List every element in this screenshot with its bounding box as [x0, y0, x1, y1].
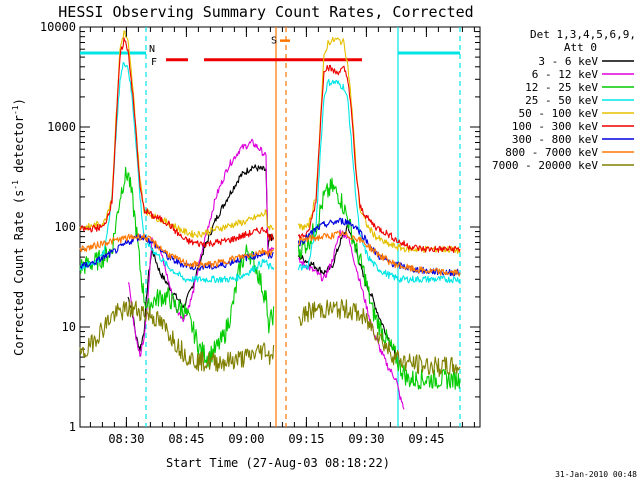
legend-entry-label: 7000 - 20000 keV: [492, 159, 598, 172]
x-axis: 08:30 08:45 09:00 09:15 09:30 09:45: [89, 27, 475, 446]
y-axis-label-main: Corrected Count Rate (s: [12, 190, 26, 356]
y-tick-label: 10: [62, 320, 76, 334]
y-tick-label: 1000: [47, 120, 76, 134]
legend-entry-label: 300 - 800 keV: [512, 133, 598, 146]
chart-title: HESSI Observing Summary Count Rates, Cor…: [58, 3, 473, 21]
y-axis-label-mid: detector: [12, 115, 26, 180]
y-axis-label-sup2: -1: [11, 105, 20, 115]
series-line: [79, 37, 461, 254]
legend-entry-label: 12 - 25 keV: [525, 81, 598, 94]
x-tick-label: 09:30: [348, 432, 384, 446]
status-markers: NF S: [80, 27, 461, 427]
y-tick-label: 100: [54, 220, 76, 234]
flag-label: F: [151, 57, 157, 68]
x-axis-label: Start Time (27-Aug-03 08:18:22): [166, 456, 390, 470]
legend-entry-label: 25 - 50 keV: [525, 94, 598, 107]
legend-entry-label: 6 - 12 keV: [532, 68, 599, 81]
y-axis: 1 10 100 1000 10000: [40, 20, 480, 434]
plot-frame: [79, 26, 481, 428]
x-tick-label: 09:15: [288, 432, 324, 446]
x-tick-label: 09:00: [228, 432, 264, 446]
legend-entry-label: 50 - 100 keV: [519, 107, 599, 120]
night-label: N: [149, 44, 155, 55]
series-group: [79, 30, 461, 410]
x-tick-label: 09:45: [408, 432, 444, 446]
y-tick-label: 10000: [40, 20, 76, 34]
y-axis-label-sup1: -1: [11, 180, 20, 190]
y-tick-label: 1: [69, 420, 76, 434]
y-axis-label-end: ): [12, 98, 26, 105]
series-line: [79, 230, 461, 277]
x-tick-label: 08:30: [108, 432, 144, 446]
legend-entry-label: 100 - 300 keV: [512, 120, 598, 133]
plot-axes: [79, 26, 481, 428]
saa-label: S: [271, 36, 277, 47]
y-axis-label: Corrected Count Rate (s-1 detector-1): [11, 98, 26, 356]
x-tick-label: 08:45: [168, 432, 204, 446]
series-line: [79, 299, 461, 378]
series-line: [79, 166, 461, 390]
legend-entry-label: 3 - 6 keV: [538, 55, 598, 68]
legend-header-line1: Det 1,3,4,5,6,9,: [530, 28, 636, 41]
footer-date: 31-Jan-2010 00:48: [555, 470, 637, 479]
series-line: [127, 164, 397, 358]
legend-header-line2: Att 0: [564, 41, 597, 54]
legend-entry-label: 800 - 7000 keV: [505, 146, 598, 159]
